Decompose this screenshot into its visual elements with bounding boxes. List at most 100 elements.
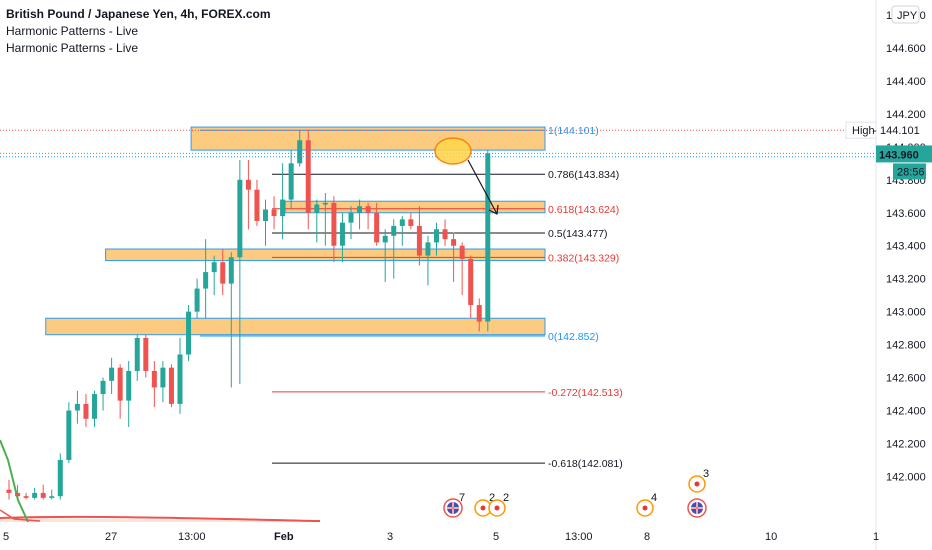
candle-body[interactable]: [32, 492, 38, 498]
candle-body[interactable]: [263, 209, 268, 221]
y-tick-label: 142.600: [886, 373, 926, 385]
y-tick-label: 142.800: [886, 340, 926, 352]
candle-body[interactable]: [442, 229, 448, 240]
candle-body[interactable]: [365, 206, 371, 213]
candle-body[interactable]: [425, 242, 431, 256]
candle-body[interactable]: [434, 229, 439, 243]
candle-body[interactable]: [92, 394, 97, 419]
indicator-label-1[interactable]: Harmonic Patterns - Live: [6, 24, 139, 38]
x-tick-label: 3: [387, 531, 393, 543]
candle-body[interactable]: [143, 338, 149, 371]
candle-body[interactable]: [245, 179, 251, 190]
event-count: 7: [459, 492, 465, 504]
candle-body[interactable]: [66, 410, 72, 460]
candle-body[interactable]: [49, 496, 55, 498]
candle-body[interactable]: [468, 258, 474, 306]
candle-body[interactable]: [40, 492, 46, 498]
event-center: [494, 505, 500, 511]
candle-body[interactable]: [271, 209, 277, 217]
candle-body[interactable]: [186, 311, 192, 355]
candle-body[interactable]: [117, 367, 123, 401]
high-label-value: 144.101: [880, 125, 920, 137]
event-dot-icon[interactable]: [688, 475, 706, 493]
candle-body[interactable]: [382, 235, 388, 243]
fib-label--0.272: -0.272(142.513): [548, 387, 623, 399]
candle-body[interactable]: [399, 219, 405, 226]
candle-body[interactable]: [134, 338, 140, 371]
candle-body[interactable]: [83, 403, 89, 419]
candle-body[interactable]: [451, 239, 457, 246]
candle-body[interactable]: [6, 489, 12, 493]
candle-body[interactable]: [297, 140, 303, 164]
arrow-head-icon: [488, 204, 499, 215]
candle-body[interactable]: [322, 202, 328, 205]
high-label-dash: -: [873, 125, 877, 137]
ma-line-red-2: [0, 509, 41, 522]
x-tick-label: 8: [644, 531, 650, 543]
candle-body[interactable]: [194, 288, 200, 312]
candle-body[interactable]: [314, 204, 320, 213]
candle-body[interactable]: [126, 370, 132, 401]
symbol-title[interactable]: British Pound / Japanese Yen, 4h, FOREX.…: [6, 7, 271, 21]
zone-0.382-rect[interactable]: [105, 248, 546, 262]
event-center: [480, 505, 486, 511]
ma-ribbon-area: [0, 518, 320, 522]
candle-body[interactable]: [237, 179, 243, 258]
event-count: 4: [651, 492, 657, 504]
candle-body[interactable]: [391, 225, 397, 236]
indicator-label-2[interactable]: Harmonic Patterns - Live: [6, 41, 139, 55]
candle-body[interactable]: [459, 245, 465, 259]
candle-body[interactable]: [280, 199, 286, 217]
candle-body[interactable]: [339, 222, 345, 246]
candle-body[interactable]: [220, 262, 226, 284]
fib-label-0.5: 0.5(143.477): [548, 228, 608, 240]
fib-label--0.618: -0.618(142.081): [548, 458, 623, 470]
candle-body[interactable]: [288, 163, 294, 200]
candle-body[interactable]: [476, 305, 482, 322]
y-tick-label: 144.400: [886, 76, 926, 88]
candle-body[interactable]: [305, 140, 311, 213]
candle-body[interactable]: [57, 459, 63, 497]
event-dot-icon[interactable]: [636, 499, 654, 517]
fib-label-0: 0(142.852): [548, 331, 599, 343]
highlight-ellipse[interactable]: [434, 137, 472, 165]
y-tick-label: 142.200: [886, 438, 926, 450]
currency-button[interactable]: [891, 5, 920, 24]
candle-body[interactable]: [177, 354, 183, 404]
ma-line-red: [0, 515, 321, 522]
candle-body[interactable]: [168, 367, 174, 404]
candle-body[interactable]: [23, 496, 29, 498]
x-tick-label: 10: [765, 531, 777, 543]
candle-body[interactable]: [331, 202, 337, 246]
projection-arrow[interactable]: [467, 159, 498, 215]
x-tick-label: 27: [105, 531, 117, 543]
zone-0.618-rect[interactable]: [284, 200, 546, 214]
high-label-text: High: [852, 125, 875, 137]
candle-body[interactable]: [160, 367, 166, 388]
candle-body[interactable]: [254, 189, 260, 221]
event-count: 3: [703, 468, 709, 480]
candle-body[interactable]: [374, 212, 380, 243]
uk-flag-icon[interactable]: [443, 498, 463, 518]
candle-body[interactable]: [100, 380, 106, 395]
candle-body[interactable]: [74, 403, 80, 411]
candle-body[interactable]: [228, 257, 234, 284]
y-tick-label: 143.400: [886, 241, 926, 253]
candle-body[interactable]: [408, 219, 414, 226]
candle-body[interactable]: [416, 225, 422, 256]
event-dot-icon[interactable]: [488, 499, 506, 517]
candle-body[interactable]: [203, 272, 209, 289]
zone-0-rect[interactable]: [45, 317, 546, 336]
event-count: 2: [503, 492, 509, 504]
candle-body[interactable]: [485, 153, 491, 322]
candle-body[interactable]: [357, 206, 363, 213]
candle-body[interactable]: [211, 262, 217, 273]
candle-body[interactable]: [151, 370, 157, 388]
candle-body[interactable]: [109, 367, 115, 381]
chart-legend: British Pound / Japanese Yen, 4h, FOREX.…: [6, 6, 271, 57]
ma-line-green: [0, 439, 29, 523]
uk-flag-icon[interactable]: [687, 498, 707, 518]
candle-body[interactable]: [15, 492, 21, 497]
candle-body[interactable]: [348, 212, 354, 223]
